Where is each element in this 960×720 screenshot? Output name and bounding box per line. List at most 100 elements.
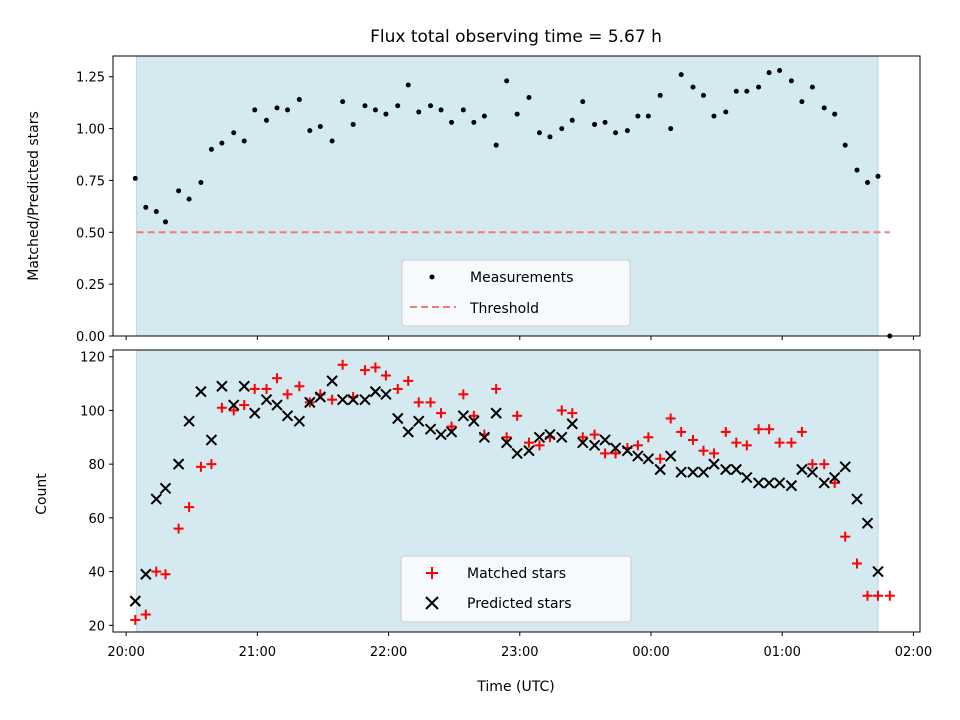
predicted-star-stroke-b <box>314 391 327 403</box>
bottom-plot-frame <box>112 349 921 633</box>
predicted-star-stroke-b <box>380 388 392 401</box>
predicted-star-stroke-b <box>861 517 874 529</box>
measurement-point <box>514 111 520 117</box>
measurement-point <box>668 126 674 132</box>
predicted-star-point <box>730 463 742 476</box>
measurement-point <box>340 99 346 105</box>
bottom-y-tick-label: 80 <box>88 458 105 473</box>
predicted-star-stroke-b <box>249 407 261 419</box>
matched-star-point <box>523 437 534 448</box>
predicted-star-point <box>402 426 414 438</box>
predicted-star-point <box>347 393 359 406</box>
predicted-star-point <box>523 445 535 457</box>
measurement-point <box>547 134 553 140</box>
predicted-star-stroke-b <box>304 396 316 409</box>
measurement-point <box>329 138 335 144</box>
bottom-x-tick-label: 02:00 <box>895 645 932 660</box>
predicted-star-point <box>599 434 611 446</box>
measurement-point <box>153 209 159 215</box>
predicted-star-stroke-b <box>642 453 655 465</box>
predicted-star-point <box>380 388 392 401</box>
predicted-star-point <box>249 407 261 419</box>
top-y-tick-label: 0.25 <box>76 278 105 293</box>
predicted-star-stroke-b <box>228 399 240 411</box>
predicted-star-stroke-b <box>730 463 742 476</box>
bottom-x-tick-label: 20:00 <box>107 645 144 660</box>
predicted-star-point <box>642 453 655 465</box>
matched-star-point <box>829 477 840 488</box>
predicted-star-stroke-b <box>763 477 775 489</box>
matched-star-point <box>403 375 414 386</box>
matched-star-point <box>753 424 764 435</box>
predicted-star-stroke-b <box>293 415 306 427</box>
predicted-star-point <box>457 410 470 422</box>
matched-star-point <box>741 440 752 451</box>
predicted-star-stroke-b <box>216 380 228 392</box>
predicted-star-stroke-b <box>654 463 666 476</box>
legend-measurements-label: Measurements <box>470 270 573 286</box>
predicted-star-stroke-b <box>445 426 458 438</box>
predicted-star-stroke-b <box>523 445 535 457</box>
legend-predicted-marker <box>425 596 439 610</box>
predicted-star-point <box>445 426 458 438</box>
predicted-star-point <box>150 493 163 505</box>
predicted-star-point <box>720 463 732 476</box>
top-y-tick-label: 0.75 <box>76 174 105 189</box>
matched-star-point <box>425 397 436 408</box>
matched-star-point <box>184 502 195 513</box>
top-plot-frame <box>112 55 921 337</box>
measurement-point <box>733 88 739 94</box>
measurement-point <box>296 97 302 103</box>
predicted-star-stroke-b <box>752 477 765 489</box>
matched-star-point <box>160 569 171 580</box>
bottom-y-axis: 20 40 60 80 100 120 <box>80 351 113 634</box>
predicted-star-point <box>752 477 765 489</box>
measurement-point <box>208 146 214 152</box>
top-x-ticks <box>125 336 914 340</box>
predicted-star-stroke-b <box>720 463 732 476</box>
predicted-star-stroke-b <box>687 466 699 478</box>
matched-star-point <box>468 410 479 421</box>
measurement-point <box>690 84 696 90</box>
predicted-star-point <box>478 431 491 443</box>
matched-star-point <box>249 383 260 394</box>
measurement-point <box>678 72 684 78</box>
bottom-y-tick-label: 120 <box>80 351 105 366</box>
predicted-star-stroke-b <box>326 375 338 387</box>
measurement-point <box>428 103 434 109</box>
bottom-panel: 20 40 60 80 100 120 20:00 21:00 22:00 23:00 00:00… <box>34 349 932 695</box>
predicted-star-stroke-b <box>468 415 480 427</box>
measurement-point <box>285 107 291 113</box>
predicted-star-stroke-b <box>435 428 447 441</box>
measurement-point <box>186 196 192 202</box>
measurement-point <box>504 78 510 84</box>
matched-star-point <box>282 389 293 400</box>
predicted-star-point <box>675 466 687 478</box>
measurement-point <box>842 142 848 148</box>
matched-star-point <box>632 440 643 451</box>
predicted-star-stroke-b <box>872 565 884 578</box>
matched-star-point <box>413 397 424 408</box>
predicted-star-point <box>304 396 316 409</box>
predicted-star-point <box>697 466 710 478</box>
bottom-x-axis: 20:00 21:00 22:00 23:00 00:00 01:00 02:00 <box>107 632 932 660</box>
matched-star-point <box>708 448 719 459</box>
matched-star-point <box>655 453 666 464</box>
measurement-point <box>580 99 586 105</box>
predicted-star-point <box>260 393 273 406</box>
top-y-tick-label: 1.00 <box>76 123 105 138</box>
predicted-star-point <box>687 466 699 478</box>
predicted-star-point <box>435 428 447 441</box>
predicted-star-stroke-b <box>205 434 218 446</box>
predicted-star-point <box>818 477 830 489</box>
legend-matched-marker <box>426 567 438 579</box>
bottom-x-tick-label: 23:00 <box>501 645 538 660</box>
predicted-star-point <box>369 385 382 398</box>
predicted-star-point <box>708 458 720 470</box>
measurement-point <box>756 84 762 90</box>
predicted-star-stroke-b <box>271 399 283 411</box>
measurement-point <box>264 117 270 123</box>
measurement-point <box>788 78 794 84</box>
predicted-star-stroke-b <box>609 442 622 454</box>
